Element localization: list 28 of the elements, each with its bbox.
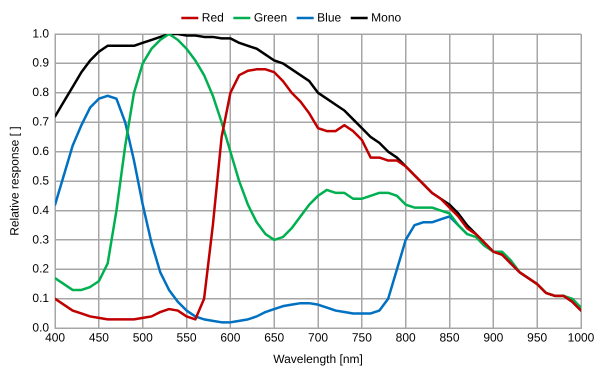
x-tick-label: 950	[527, 330, 548, 345]
y-tick-label: 0.6	[32, 144, 50, 158]
x-tick-label: 650	[264, 330, 285, 345]
y-tick-label: 0.3	[32, 232, 50, 246]
x-tick-label: 1000	[568, 330, 595, 345]
legend-label: Green	[254, 10, 288, 24]
y-tick-label: 0.8	[32, 85, 50, 100]
y-tick-label: 0.2	[32, 262, 50, 276]
y-axis-title: Relative response [ ]	[8, 126, 22, 236]
x-tick-label: 450	[88, 330, 110, 345]
x-tick-label: 800	[396, 330, 416, 345]
x-tick-label: 900	[483, 330, 504, 345]
y-tick-label: 0.9	[32, 56, 50, 70]
y-tick-label: 0.5	[32, 173, 50, 188]
y-tick-label: 0.7	[32, 114, 50, 129]
legend-label: Mono	[371, 10, 402, 24]
legend-label: Blue	[317, 10, 342, 24]
x-tick-label: 700	[308, 330, 328, 345]
x-axis-title: Wavelength [nm]	[273, 352, 363, 366]
x-tick-label: 850	[440, 330, 460, 345]
y-tick-label: 0.4	[32, 202, 50, 217]
x-tick-label: 550	[176, 330, 197, 345]
x-tick-label: 600	[220, 330, 241, 345]
y-tick-label: 1.0	[32, 26, 50, 40]
y-tick-label: 0.1	[32, 291, 50, 306]
x-tick-label: 750	[352, 330, 372, 345]
legend-label: Red	[202, 10, 224, 24]
x-tick-label: 500	[132, 330, 154, 345]
